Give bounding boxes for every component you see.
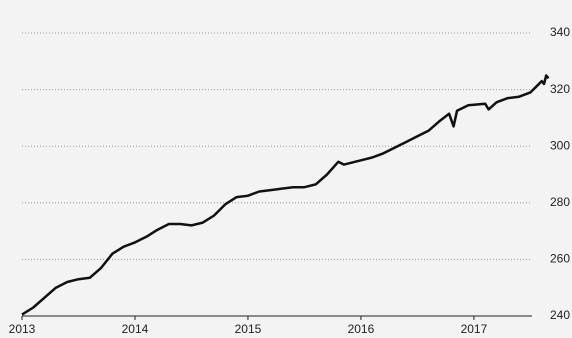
x-tick-label: 2016	[348, 322, 375, 336]
y-tick-label: 320	[550, 82, 570, 96]
x-tick-label: 2014	[122, 322, 149, 336]
line	[21, 74, 550, 316]
x-tick-label: 2013	[9, 322, 36, 336]
y-tick-label: 300	[550, 138, 570, 152]
y-tick-label: 280	[550, 195, 570, 209]
y-tick-label: 260	[550, 252, 570, 266]
y-tick-label: 240	[550, 308, 570, 322]
y-tick-label: 340	[550, 25, 570, 39]
x-tick-label: 2015	[235, 322, 262, 336]
x-tick-label: 2017	[461, 322, 488, 336]
